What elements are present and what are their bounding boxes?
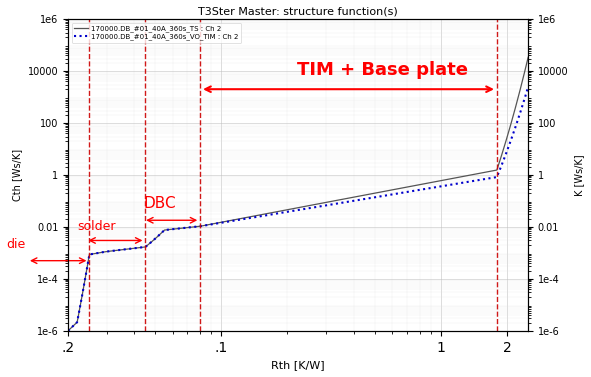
Title: T3Ster Master: structure function(s): T3Ster Master: structure function(s): [198, 7, 398, 17]
170000.DB_#01_40A_360s_VO_TIM : Ch 2: (0.02, 1e-06): Ch 2: (0.02, 1e-06): [64, 328, 72, 333]
170000.DB_#01_40A_360s_TS : Ch 2: (2.27, 1.33e+03): Ch 2: (2.27, 1.33e+03): [515, 92, 522, 96]
Line: 170000.DB_#01_40A_360s_VO_TIM : Ch 2: 170000.DB_#01_40A_360s_VO_TIM : Ch 2: [68, 87, 528, 331]
170000.DB_#01_40A_360s_VO_TIM : Ch 2: (0.0462, 0.00202): Ch 2: (0.0462, 0.00202): [144, 243, 151, 247]
Y-axis label: Cth [Ws/K]: Cth [Ws/K]: [12, 149, 22, 201]
170000.DB_#01_40A_360s_TS : Ch 2: (2.5, 3.4e+04): Ch 2: (2.5, 3.4e+04): [525, 55, 532, 60]
170000.DB_#01_40A_360s_VO_TIM : Ch 2: (2.5, 2.47e+03): Ch 2: (2.5, 2.47e+03): [525, 84, 532, 89]
170000.DB_#01_40A_360s_TS : Ch 2: (0.0347, 0.0013): Ch 2: (0.0347, 0.0013): [117, 248, 124, 252]
170000.DB_#01_40A_360s_VO_TIM : Ch 2: (0.157, 0.0272): Ch 2: (0.157, 0.0272): [261, 213, 268, 218]
170000.DB_#01_40A_360s_TS : Ch 2: (0.0462, 0.00202): Ch 2: (0.0462, 0.00202): [144, 243, 151, 247]
Line: 170000.DB_#01_40A_360s_TS : Ch 2: 170000.DB_#01_40A_360s_TS : Ch 2: [68, 57, 528, 331]
170000.DB_#01_40A_360s_TS : Ch 2: (0.157, 0.0311): Ch 2: (0.157, 0.0311): [261, 212, 268, 216]
X-axis label: Rth [K/W]: Rth [K/W]: [271, 360, 325, 370]
Text: solder: solder: [77, 220, 116, 233]
170000.DB_#01_40A_360s_TS : Ch 2: (0.02, 1e-06): Ch 2: (0.02, 1e-06): [64, 328, 72, 333]
170000.DB_#01_40A_360s_VO_TIM : Ch 2: (0.127, 0.0203): Ch 2: (0.127, 0.0203): [241, 217, 248, 221]
Text: DBC: DBC: [143, 196, 176, 211]
170000.DB_#01_40A_360s_VO_TIM : Ch 2: (1.35, 0.554): Ch 2: (1.35, 0.554): [466, 179, 473, 184]
170000.DB_#01_40A_360s_VO_TIM : Ch 2: (2.27, 185): Ch 2: (2.27, 185): [515, 114, 522, 118]
Text: TIM + Base plate: TIM + Base plate: [297, 61, 467, 79]
Text: die: die: [7, 238, 26, 251]
Y-axis label: K [Ws/K]: K [Ws/K]: [574, 154, 584, 196]
170000.DB_#01_40A_360s_TS : Ch 2: (1.35, 0.975): Ch 2: (1.35, 0.975): [466, 173, 473, 178]
Legend: 170000.DB_#01_40A_360s_TS : Ch 2, 170000.DB_#01_40A_360s_VO_TIM : Ch 2: 170000.DB_#01_40A_360s_TS : Ch 2, 170000…: [72, 23, 241, 43]
170000.DB_#01_40A_360s_TS : Ch 2: (0.127, 0.0223): Ch 2: (0.127, 0.0223): [241, 216, 248, 220]
170000.DB_#01_40A_360s_VO_TIM : Ch 2: (0.0347, 0.0013): Ch 2: (0.0347, 0.0013): [117, 248, 124, 252]
